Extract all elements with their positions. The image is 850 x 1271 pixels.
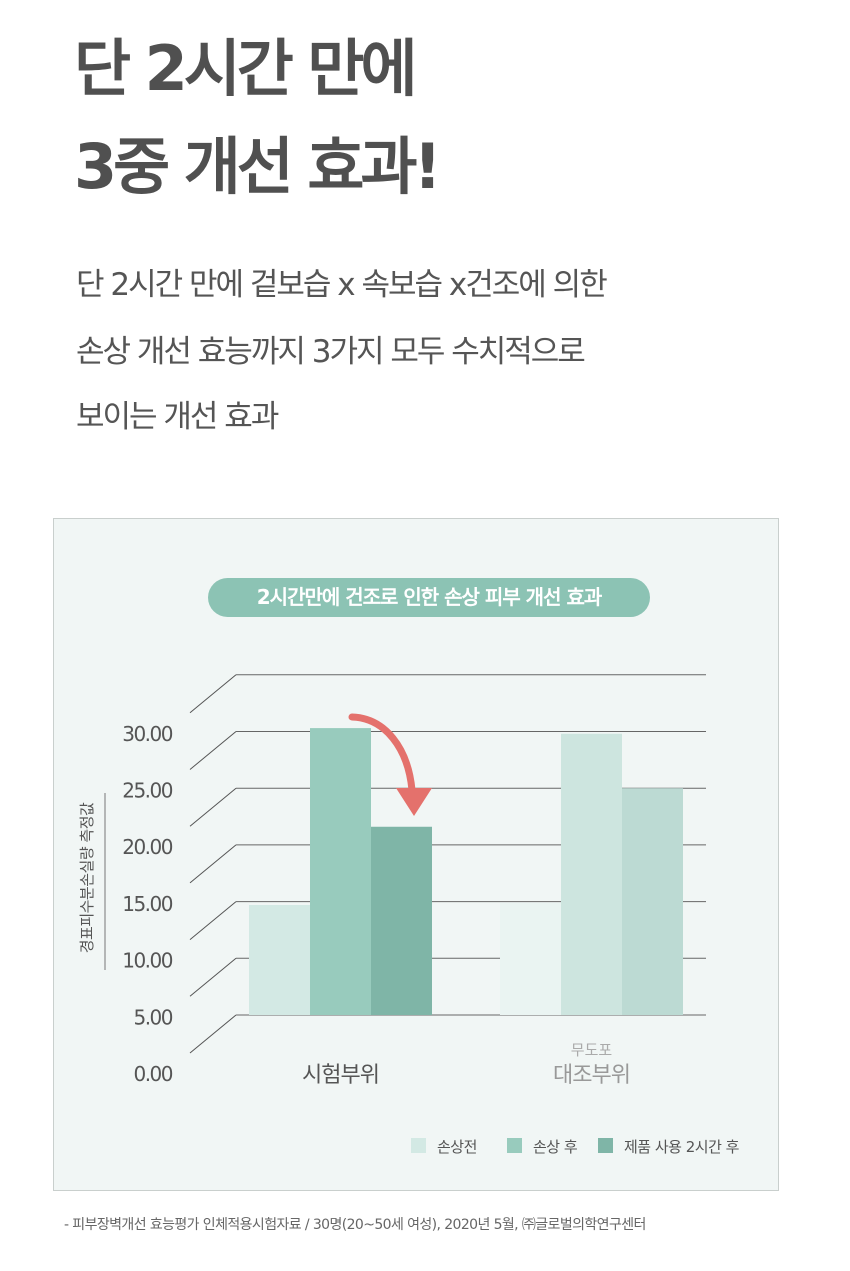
gridline-diagonal <box>189 901 237 940</box>
footnote: - 피부장벽개선 효능평가 인체적용시험자료 / 30명(20~50세 여성),… <box>64 1217 646 1233</box>
decrease-arrow <box>348 713 416 794</box>
gridline-diagonal <box>189 731 237 770</box>
legend-label: 손상전 <box>437 1138 477 1156</box>
gridline-diagonal <box>189 787 237 827</box>
decrease-arrowhead <box>396 788 432 816</box>
gridline-diagonal <box>189 1014 237 1054</box>
bar-test-2 <box>310 728 371 1015</box>
legend-label: 제품 사용 2시간 후 <box>624 1138 740 1156</box>
y-tick-label: 30.00 <box>122 722 173 746</box>
category-sublabel: 무도포 <box>571 1041 613 1059</box>
y-tick-label: 5.00 <box>133 1005 172 1029</box>
category-label: 시험부위 <box>302 1063 379 1088</box>
gridline-diagonal <box>189 844 237 884</box>
bar-control-2 <box>561 733 622 1015</box>
legend-swatch <box>411 1138 426 1153</box>
chart-title: 2시간만에 건조로 인한 손상 피부 개선 효과 <box>208 578 650 617</box>
legend-swatch <box>507 1138 522 1153</box>
category-label: 대조부위 <box>553 1063 630 1088</box>
y-tick-label: 25.00 <box>122 779 173 803</box>
description-line2: 손상 개선 효능까지 3가지 모두 수치적으로 <box>76 334 586 370</box>
y-tick-label: 0.00 <box>133 1062 172 1086</box>
legend-swatch <box>598 1138 613 1153</box>
legend-label: 손상 후 <box>533 1138 578 1156</box>
bar-test-1 <box>249 905 310 1015</box>
headline-line1: 단 2시간 만에 <box>74 32 418 105</box>
bar-control-1 <box>500 902 561 1015</box>
y-tick-label: 20.00 <box>122 835 173 859</box>
y-axis-label: 경표피수분손실량 측정값 <box>78 802 96 953</box>
description-line1: 단 2시간 만에 겉보습 x 속보습 x건조에 의한 <box>76 267 608 303</box>
gridline-diagonal <box>189 674 237 714</box>
headline-line2: 3중 개선 효과! <box>74 130 442 203</box>
y-tick-label: 15.00 <box>122 892 173 916</box>
y-tick-label: 10.00 <box>122 949 173 973</box>
description-line3: 보이는 개선 효과 <box>76 399 279 435</box>
bar-test-3 <box>371 826 432 1015</box>
bar-control-3 <box>622 788 683 1015</box>
gridline-diagonal <box>189 957 237 997</box>
